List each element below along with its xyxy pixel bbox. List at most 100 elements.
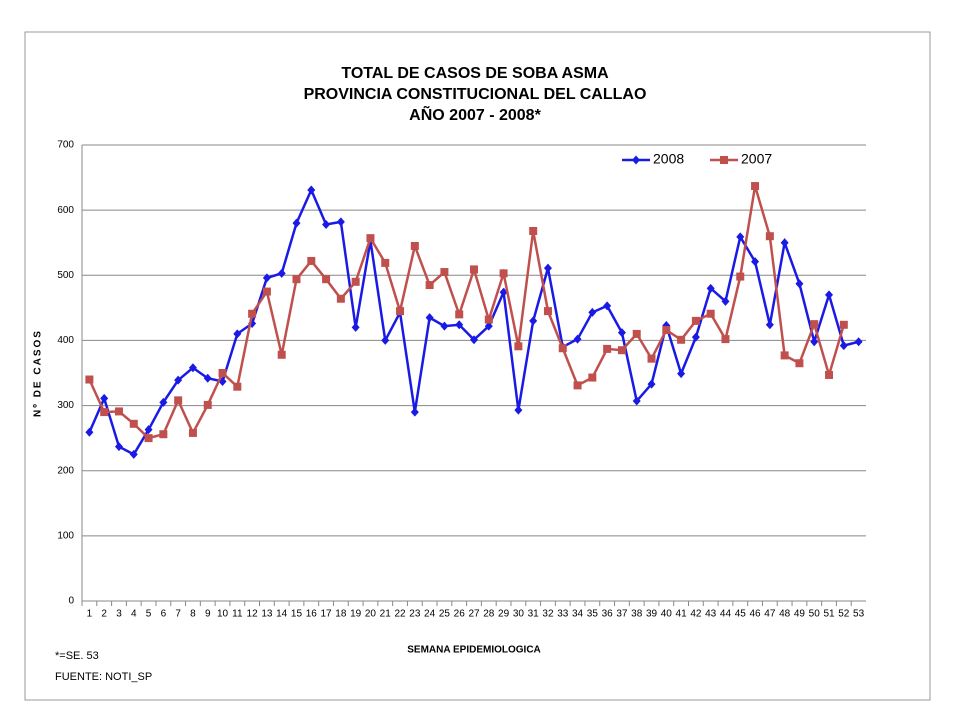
x-tick-label: 6 xyxy=(161,609,167,620)
marker xyxy=(100,393,109,403)
marker xyxy=(292,218,301,228)
x-tick-label: 12 xyxy=(247,609,259,620)
marker xyxy=(617,346,626,355)
marker xyxy=(514,405,523,415)
x-tick-label: 32 xyxy=(542,609,554,620)
marker xyxy=(440,268,449,277)
marker xyxy=(751,257,760,267)
x-tick-label: 4 xyxy=(131,609,137,620)
x-tick-label: 25 xyxy=(439,609,451,620)
marker xyxy=(233,382,242,391)
y-tick-label: 200 xyxy=(57,465,74,476)
x-tick-label: 15 xyxy=(291,609,303,620)
x-tick-label: 24 xyxy=(424,609,436,620)
marker xyxy=(721,335,730,344)
marker xyxy=(410,407,419,417)
marker xyxy=(307,256,316,265)
x-tick-label: 16 xyxy=(306,609,318,620)
marker xyxy=(780,238,789,248)
marker xyxy=(218,369,227,377)
marker xyxy=(85,375,94,384)
x-tick-label: 43 xyxy=(705,609,717,620)
marker xyxy=(455,310,464,319)
x-tick-label: 14 xyxy=(276,609,288,620)
marker xyxy=(647,379,656,389)
marker xyxy=(543,307,552,316)
marker xyxy=(721,296,730,306)
marker xyxy=(381,335,390,345)
marker xyxy=(425,281,434,290)
marker xyxy=(129,419,138,428)
marker xyxy=(558,344,567,353)
x-tick-label: 3 xyxy=(116,609,122,620)
x-tick-label: 45 xyxy=(735,609,747,620)
marker xyxy=(455,320,464,330)
x-tick-label: 21 xyxy=(380,609,392,620)
marker xyxy=(632,329,641,338)
marker xyxy=(839,341,848,351)
marker xyxy=(174,396,183,405)
marker xyxy=(825,370,834,379)
x-tick-label: 49 xyxy=(794,609,806,620)
x-tick-label: 30 xyxy=(513,609,525,620)
legend-label: 2008 xyxy=(653,151,684,167)
marker xyxy=(470,335,478,345)
marker xyxy=(114,407,123,416)
marker xyxy=(825,290,834,300)
x-tick-label: 18 xyxy=(335,609,347,620)
legend-label: 2007 xyxy=(741,151,772,167)
marker xyxy=(765,320,774,330)
y-tick-label: 500 xyxy=(57,270,74,281)
x-tick-label: 11 xyxy=(232,609,243,620)
marker xyxy=(573,381,582,390)
marker xyxy=(691,332,700,342)
marker xyxy=(159,430,168,439)
chart-title: TOTAL DE CASOS DE SOBA ASMA xyxy=(341,65,609,82)
x-tick-label: 37 xyxy=(616,609,628,620)
marker xyxy=(470,265,478,274)
x-tick-label: 29 xyxy=(498,609,510,620)
x-tick-label: 20 xyxy=(365,609,377,620)
marker xyxy=(248,309,257,318)
marker xyxy=(233,329,242,339)
x-tick-label: 7 xyxy=(175,609,181,620)
y-tick-label: 700 xyxy=(57,140,74,151)
marker xyxy=(765,232,774,241)
marker xyxy=(262,287,271,296)
marker xyxy=(691,316,700,325)
x-tick-label: 27 xyxy=(468,609,480,620)
marker xyxy=(100,408,109,417)
x-tick-label: 13 xyxy=(261,609,273,620)
marker xyxy=(484,315,493,324)
x-tick-label: 34 xyxy=(572,609,584,620)
marker xyxy=(336,217,345,227)
x-tick-label: 19 xyxy=(350,609,362,620)
x-tick-label: 36 xyxy=(602,609,614,620)
marker xyxy=(425,313,434,323)
x-tick-label: 50 xyxy=(809,609,821,620)
x-tick-label: 8 xyxy=(190,609,196,620)
x-tick-label: 33 xyxy=(557,609,569,620)
marker xyxy=(810,320,819,329)
chart-title: PROVINCIA CONSTITUCIONAL DEL CALLAO xyxy=(304,86,647,103)
x-tick-label: 46 xyxy=(749,609,761,620)
x-tick-label: 38 xyxy=(631,609,643,620)
marker xyxy=(336,294,345,303)
marker xyxy=(706,283,715,293)
marker xyxy=(114,442,123,452)
x-tick-label: 44 xyxy=(720,609,732,620)
marker xyxy=(322,275,331,284)
y-tick-label: 400 xyxy=(57,335,74,346)
chart-title: AÑO 2007 - 2008* xyxy=(409,104,541,124)
x-tick-label: 42 xyxy=(690,609,702,620)
marker xyxy=(381,258,390,267)
marker xyxy=(662,326,671,335)
marker xyxy=(366,234,375,243)
marker xyxy=(292,275,301,284)
marker xyxy=(810,337,819,347)
y-tick-label: 0 xyxy=(68,596,74,607)
marker xyxy=(203,373,212,383)
marker xyxy=(514,342,523,351)
x-tick-label: 52 xyxy=(838,609,850,620)
